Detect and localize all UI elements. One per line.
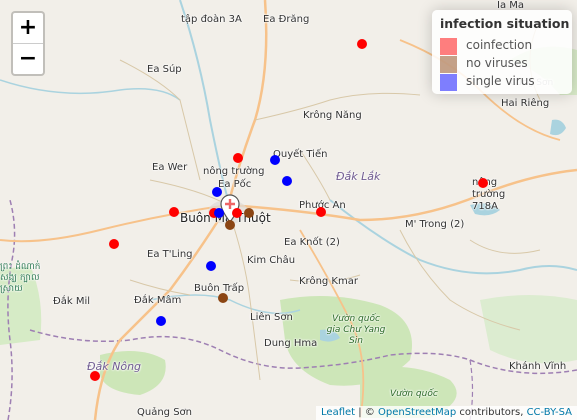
- place-label: Krông Năng: [303, 110, 362, 121]
- sample-point[interactable]: [270, 155, 280, 165]
- sample-point[interactable]: [90, 371, 100, 381]
- legend-swatch: [440, 38, 457, 55]
- region-label: Đắk Lắk: [336, 170, 381, 183]
- place-label: Ea Wer: [152, 162, 188, 173]
- legend-label: single virus: [466, 74, 535, 88]
- sample-point[interactable]: [244, 208, 254, 218]
- zoom-out-button[interactable]: −: [18, 46, 38, 71]
- place-label: Kim Châu: [247, 255, 296, 266]
- sample-point[interactable]: [218, 293, 228, 303]
- legend-swatch: [440, 74, 457, 91]
- sample-point[interactable]: [357, 39, 367, 49]
- place-label: Krông Kmar: [299, 276, 358, 287]
- attribution-text: contributors,: [456, 407, 527, 418]
- place-label: Ea Đrăng: [263, 14, 310, 25]
- place-label: Ea Súp: [147, 64, 182, 75]
- place-label: Ea Knốt (2): [284, 237, 340, 248]
- place-label: Khánh Vĩnh: [509, 361, 567, 372]
- place-label: Ia Ma: [497, 0, 525, 11]
- place-label: Ea Pốc: [218, 179, 252, 190]
- park-label: Vườn quốc gia Chư Yang Sin: [326, 314, 386, 346]
- place-label: tập đoàn 3A: [181, 14, 242, 25]
- license-link[interactable]: CC-BY-SA: [526, 407, 572, 418]
- sample-point[interactable]: [225, 220, 235, 230]
- sample-point[interactable]: [212, 187, 222, 197]
- osm-link[interactable]: OpenStreetMap: [378, 407, 457, 418]
- attribution: Leaflet | © OpenStreetMap contributors, …: [316, 406, 577, 420]
- place-label: Liên Sơn: [250, 312, 293, 323]
- sample-point[interactable]: [156, 316, 166, 326]
- place-label: ព្រះ ដំណាក់ សង្ឃ ក្បាល ស្រាយ: [0, 262, 41, 294]
- attribution-separator: | ©: [355, 407, 378, 418]
- place-label: Buôn Trấp: [194, 283, 245, 294]
- place-label: Ea T'Ling: [147, 249, 193, 260]
- sample-point[interactable]: [282, 176, 292, 186]
- sample-point[interactable]: [478, 178, 488, 188]
- sample-point[interactable]: [232, 208, 242, 218]
- region-label: Đắk Nông: [87, 360, 142, 373]
- place-label: M' Trong (2): [405, 219, 465, 230]
- sample-point[interactable]: [109, 239, 119, 249]
- legend-label: no viruses: [466, 56, 528, 70]
- sample-point[interactable]: [233, 153, 243, 163]
- sample-point[interactable]: [169, 207, 179, 217]
- zoom-control: + −: [11, 11, 45, 76]
- sample-point[interactable]: [316, 207, 326, 217]
- place-label: nông trường: [203, 166, 265, 177]
- legend-title: infection situation: [440, 16, 570, 31]
- place-label: Quyết Tiến: [273, 149, 328, 160]
- place-label: Đắk Mil: [53, 296, 91, 307]
- park-label: Vườn quốc: [390, 389, 438, 399]
- place-label: Quảng Sơn: [137, 407, 193, 418]
- sample-point[interactable]: [214, 208, 224, 218]
- leaflet-link[interactable]: Leaflet: [321, 407, 356, 418]
- place-label: Hai Riêng: [501, 98, 550, 109]
- legend-label: coinfection: [466, 38, 533, 52]
- place-label: Phước An: [299, 200, 346, 211]
- zoom-in-button[interactable]: +: [13, 13, 43, 44]
- legend-swatch: [440, 56, 457, 73]
- sample-point[interactable]: [206, 261, 216, 271]
- place-label: Đắk Mâm: [134, 295, 182, 306]
- place-label: Dung Hma: [264, 338, 318, 349]
- legend: infection situation coinfection no virus…: [432, 10, 572, 94]
